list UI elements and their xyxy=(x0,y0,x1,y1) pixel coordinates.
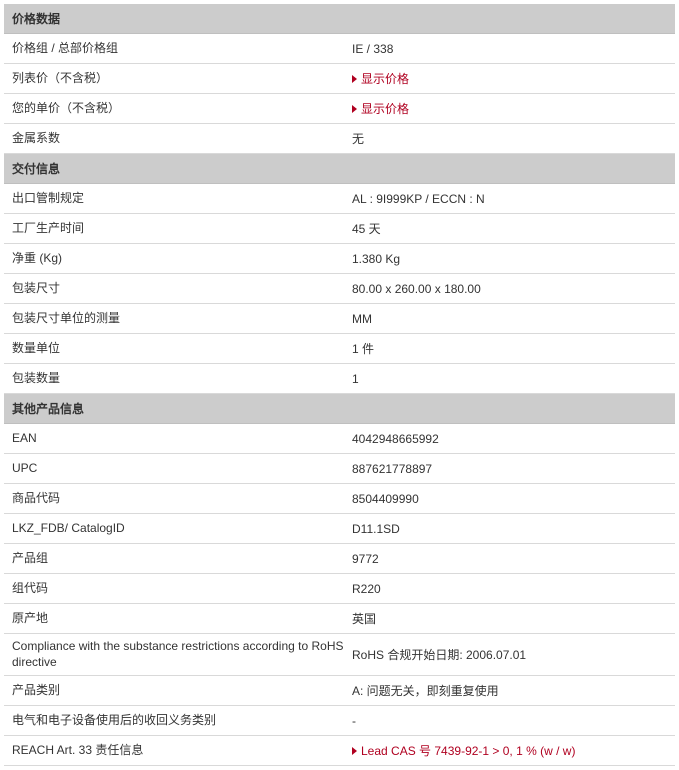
show-price-link[interactable]: 显示价格 xyxy=(352,70,409,87)
chevron-right-icon xyxy=(352,75,357,83)
row-value: 1 件 xyxy=(352,340,667,357)
row-label: 商品代码 xyxy=(12,491,352,507)
product-data-table: 价格数据 价格组 / 总部价格组 IE / 338 列表价（不含税） 显示价格 … xyxy=(0,0,679,770)
table-row: 产品组 9772 xyxy=(4,544,675,574)
link-text: Lead CAS 号 7439-92-1 > 0, 1 % (w / w) xyxy=(361,742,575,759)
table-row: 数量单位 1 件 xyxy=(4,334,675,364)
table-row: UPC 887621778897 xyxy=(4,454,675,484)
table-row: REACH Art. 33 责任信息 Lead CAS 号 7439-92-1 … xyxy=(4,736,675,766)
link-text: 显示价格 xyxy=(361,70,409,87)
row-value: - xyxy=(352,714,667,728)
link-text: 显示价格 xyxy=(361,100,409,117)
table-row: 您的单价（不含税） 显示价格 xyxy=(4,94,675,124)
table-row: 电气和电子设备使用后的收回义务类别 - xyxy=(4,706,675,736)
reach-info-link[interactable]: Lead CAS 号 7439-92-1 > 0, 1 % (w / w) xyxy=(352,742,575,759)
row-label: 工厂生产时间 xyxy=(12,221,352,237)
row-label: 金属系数 xyxy=(12,131,352,147)
chevron-right-icon xyxy=(352,105,357,113)
row-value: 英国 xyxy=(352,610,667,627)
row-label: 出口管制规定 xyxy=(12,191,352,207)
row-label: UPC xyxy=(12,461,352,477)
row-value: R220 xyxy=(352,582,667,596)
section-header-delivery: 交付信息 xyxy=(4,154,675,184)
chevron-right-icon xyxy=(352,747,357,755)
row-label: 产品类别 xyxy=(12,683,352,699)
row-label: Compliance with the substance restrictio… xyxy=(12,639,352,670)
table-row: 价格组 / 总部价格组 IE / 338 xyxy=(4,34,675,64)
row-label: 列表价（不含税） xyxy=(12,71,352,87)
row-value: 9772 xyxy=(352,552,667,566)
table-row: 原产地 英国 xyxy=(4,604,675,634)
table-row: 产品类别 A: 问题无关，即刻重复使用 xyxy=(4,676,675,706)
row-label: 包装数量 xyxy=(12,371,352,387)
row-label: 价格组 / 总部价格组 xyxy=(12,41,352,57)
row-label: 包装尺寸单位的测量 xyxy=(12,311,352,327)
row-label: 数量单位 xyxy=(12,341,352,357)
row-value: A: 问题无关，即刻重复使用 xyxy=(352,682,667,699)
row-value: RoHS 合规开始日期: 2006.07.01 xyxy=(352,646,667,663)
row-value: IE / 338 xyxy=(352,42,667,56)
row-label: 您的单价（不含税） xyxy=(12,101,352,117)
row-label: REACH Art. 33 责任信息 xyxy=(12,743,352,759)
row-label: 电气和电子设备使用后的收回义务类别 xyxy=(12,713,352,729)
row-value: 45 天 xyxy=(352,220,667,237)
row-value: 887621778897 xyxy=(352,462,667,476)
row-label: 包装尺寸 xyxy=(12,281,352,297)
row-value: 1.380 Kg xyxy=(352,252,667,266)
table-row: 组代码 R220 xyxy=(4,574,675,604)
table-row: 工厂生产时间 45 天 xyxy=(4,214,675,244)
table-row: 净重 (Kg) 1.380 Kg xyxy=(4,244,675,274)
table-row: Compliance with the substance restrictio… xyxy=(4,634,675,676)
table-row: 包装数量 1 xyxy=(4,364,675,394)
row-label: 净重 (Kg) xyxy=(12,251,352,267)
show-price-link[interactable]: 显示价格 xyxy=(352,100,409,117)
row-value: 无 xyxy=(352,130,667,147)
table-row: LKZ_FDB/ CatalogID D11.1SD xyxy=(4,514,675,544)
row-label: 产品组 xyxy=(12,551,352,567)
row-value: 4042948665992 xyxy=(352,432,667,446)
section-header-other: 其他产品信息 xyxy=(4,394,675,424)
table-row: 出口管制规定 AL : 9I999KP / ECCN : N xyxy=(4,184,675,214)
table-row: 金属系数 无 xyxy=(4,124,675,154)
row-value: AL : 9I999KP / ECCN : N xyxy=(352,192,667,206)
row-value: MM xyxy=(352,312,667,326)
row-label: 组代码 xyxy=(12,581,352,597)
table-row: EAN 4042948665992 xyxy=(4,424,675,454)
row-value: 8504409990 xyxy=(352,492,667,506)
row-value: D11.1SD xyxy=(352,522,667,536)
table-row: 包装尺寸单位的测量 MM xyxy=(4,304,675,334)
table-row: 商品代码 8504409990 xyxy=(4,484,675,514)
table-row: 包装尺寸 80.00 x 260.00 x 180.00 xyxy=(4,274,675,304)
row-label: EAN xyxy=(12,431,352,447)
section-header-price: 价格数据 xyxy=(4,4,675,34)
row-label: 原产地 xyxy=(12,611,352,627)
table-row: 列表价（不含税） 显示价格 xyxy=(4,64,675,94)
row-label: LKZ_FDB/ CatalogID xyxy=(12,521,352,537)
row-value: 1 xyxy=(352,372,667,386)
row-value: 80.00 x 260.00 x 180.00 xyxy=(352,282,667,296)
